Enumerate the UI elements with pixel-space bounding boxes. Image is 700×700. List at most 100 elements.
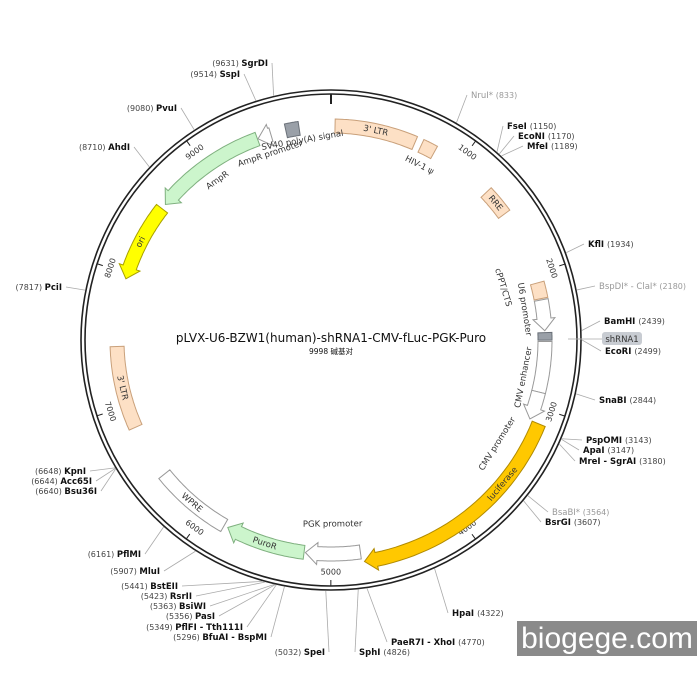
- site-snabi[interactable]: SnaBI (2844): [576, 393, 656, 406]
- site-bfuai-bspmi[interactable]: (5296) BfuAI - BspMI: [173, 586, 285, 643]
- site-bsu36i[interactable]: (6640) Bsu36I: [35, 468, 116, 497]
- feature-puror[interactable]: [227, 522, 306, 560]
- site-label: PspOMI (3143): [586, 436, 652, 446]
- site-bamhi[interactable]: BamHI (2439): [581, 317, 665, 331]
- site-position: (1150): [530, 122, 557, 131]
- feature-pgk-promoter-label: PGK promoter: [303, 519, 363, 530]
- site-econi[interactable]: EcoNI (1170): [499, 132, 575, 155]
- tick-mark: [186, 140, 191, 146]
- site-name: AhdI: [108, 143, 130, 153]
- feature-ori[interactable]: [118, 203, 169, 280]
- tick-mark: [96, 413, 103, 417]
- site-label: (6161) PflMI: [88, 550, 141, 560]
- site-position: (7817): [15, 283, 44, 292]
- shrna1-badge[interactable]: shRNA1: [568, 332, 642, 345]
- site-pspomi[interactable]: PspOMI (3143): [561, 436, 652, 446]
- site-name: BsrGI: [545, 518, 574, 528]
- site-position: (5356): [166, 612, 195, 621]
- site-bsteii[interactable]: (5441) BstEII: [121, 580, 263, 592]
- site-bsrgi[interactable]: BsrGI (3607): [523, 500, 601, 528]
- feature-pgk-promoter[interactable]: [304, 541, 362, 566]
- feature-luciferase[interactable]: [363, 420, 546, 572]
- site-label: EcoRI (2499): [605, 347, 661, 357]
- site-position: (5349): [146, 623, 175, 632]
- site-mfei[interactable]: MfeI (1189): [501, 142, 578, 157]
- site-pcii[interactable]: (7817) PciI: [15, 283, 86, 293]
- site-name: RsrII: [170, 592, 192, 602]
- site-nrui-[interactable]: NruI* (833): [456, 91, 517, 123]
- feature-ori-label: ori: [134, 235, 148, 249]
- feature-u6-promoter[interactable]: [531, 298, 557, 332]
- site-name: NruI*: [471, 91, 496, 101]
- site-name: PvuI: [156, 104, 177, 114]
- tick-label: 2000: [544, 257, 559, 279]
- site-leader-line: [576, 285, 596, 291]
- feature-3-ltr[interactable]: [334, 118, 419, 151]
- site-bspdi-clai-[interactable]: BspDI* - ClaI* (2180): [576, 282, 686, 292]
- site-spei[interactable]: (5032) SpeI: [275, 590, 330, 658]
- site-leader-line: [89, 467, 116, 472]
- site-label: (6648) KpnI: [35, 467, 86, 477]
- site-leader-line: [133, 146, 150, 168]
- site-name: PasI: [195, 612, 215, 622]
- site-position: (6640): [35, 487, 64, 496]
- site-label: EcoNI (1170): [518, 132, 575, 142]
- feature-shrna1[interactable]: [537, 331, 553, 341]
- site-bsiwi[interactable]: (5363) BsiWI: [150, 584, 275, 612]
- site-position: (3180): [639, 457, 666, 466]
- feature-ampr[interactable]: [164, 131, 261, 206]
- site-leader-line: [456, 94, 468, 123]
- site-pflmi[interactable]: (6161) PflMI: [88, 526, 164, 560]
- feature-hiv-1[interactable]: [417, 138, 439, 160]
- site-position: (1934): [607, 240, 634, 249]
- site-bsabi-[interactable]: BsaBI* (3564): [527, 495, 609, 518]
- site-sspi[interactable]: (9514) SspI: [190, 70, 257, 101]
- site-fsei[interactable]: FseI (1150): [496, 122, 556, 152]
- site-name: EcoNI: [518, 132, 548, 142]
- site-paer7i-xhoi[interactable]: PaeR7I - XhoI (4770): [366, 588, 485, 648]
- site-position: (1170): [548, 132, 575, 141]
- site-label: SnaBI (2844): [599, 396, 656, 406]
- site-position: (5423): [141, 592, 170, 601]
- feature-rre[interactable]: [480, 186, 511, 220]
- site-sgrdi[interactable]: (9631) SgrDI: [212, 59, 275, 96]
- site-acc65i[interactable]: (6644) Acc65I: [31, 468, 116, 487]
- feature-ampr-promoter[interactable]: [257, 123, 274, 147]
- plasmid-name: pLVX-U6-BZW1(human)-shRNA1-CMV-fLuc-PGK-…: [175, 331, 487, 345]
- site-kpni[interactable]: (6648) KpnI: [35, 467, 116, 477]
- site-label: BsaBI* (3564): [552, 508, 609, 518]
- site-ecori[interactable]: EcoRI (2499): [581, 339, 661, 357]
- site-rsrii[interactable]: (5423) RsrII: [141, 581, 265, 602]
- site-name: BstEII: [150, 582, 178, 592]
- site-mrei-sgrai[interactable]: MreI - SgrAI (3180): [559, 443, 666, 467]
- site-position: (5363): [150, 602, 179, 611]
- site-mlui[interactable]: (5907) MluI: [110, 550, 196, 577]
- site-apai[interactable]: ApaI (3147): [561, 438, 635, 456]
- site-ahdi[interactable]: (8710) AhdI: [79, 143, 150, 168]
- feature-cmv-promoter[interactable]: [522, 389, 547, 420]
- feature-cppt-cts-label: cPPT/CTS: [492, 267, 513, 308]
- feature-u6-promoter-label: U6 promoter: [515, 282, 533, 337]
- site-kfli[interactable]: KflI (1934): [566, 240, 634, 254]
- plasmid-length: 9998 碱基对: [309, 347, 353, 356]
- site-pflfi-tth111i[interactable]: (5349) PflFI - Tth111I: [146, 584, 277, 633]
- site-pvui[interactable]: (9080) PvuI: [127, 104, 195, 130]
- site-position: (6648): [35, 467, 64, 476]
- site-name: MluI: [139, 567, 160, 577]
- site-sphi[interactable]: SphI (4826): [354, 589, 410, 658]
- site-label: (8710) AhdI: [79, 143, 130, 153]
- site-position: (9514): [190, 70, 219, 79]
- feature-sv40-poly-a-signal[interactable]: [283, 121, 301, 139]
- feature-3-ltr[interactable]: [109, 345, 143, 431]
- site-position: (833): [496, 91, 518, 100]
- site-hpai[interactable]: HpaI (4322): [434, 568, 504, 619]
- site-name: PflFI - Tth111I: [175, 623, 243, 633]
- site-label: FseI (1150): [507, 122, 556, 132]
- feature-cppt-cts[interactable]: [529, 280, 549, 301]
- site-position: (8710): [79, 143, 108, 152]
- feature-wpre[interactable]: [158, 469, 229, 533]
- site-label: (5032) SpeI: [275, 648, 325, 658]
- tick-mark: [471, 140, 477, 147]
- site-pasi[interactable]: (5356) PasI: [166, 584, 276, 622]
